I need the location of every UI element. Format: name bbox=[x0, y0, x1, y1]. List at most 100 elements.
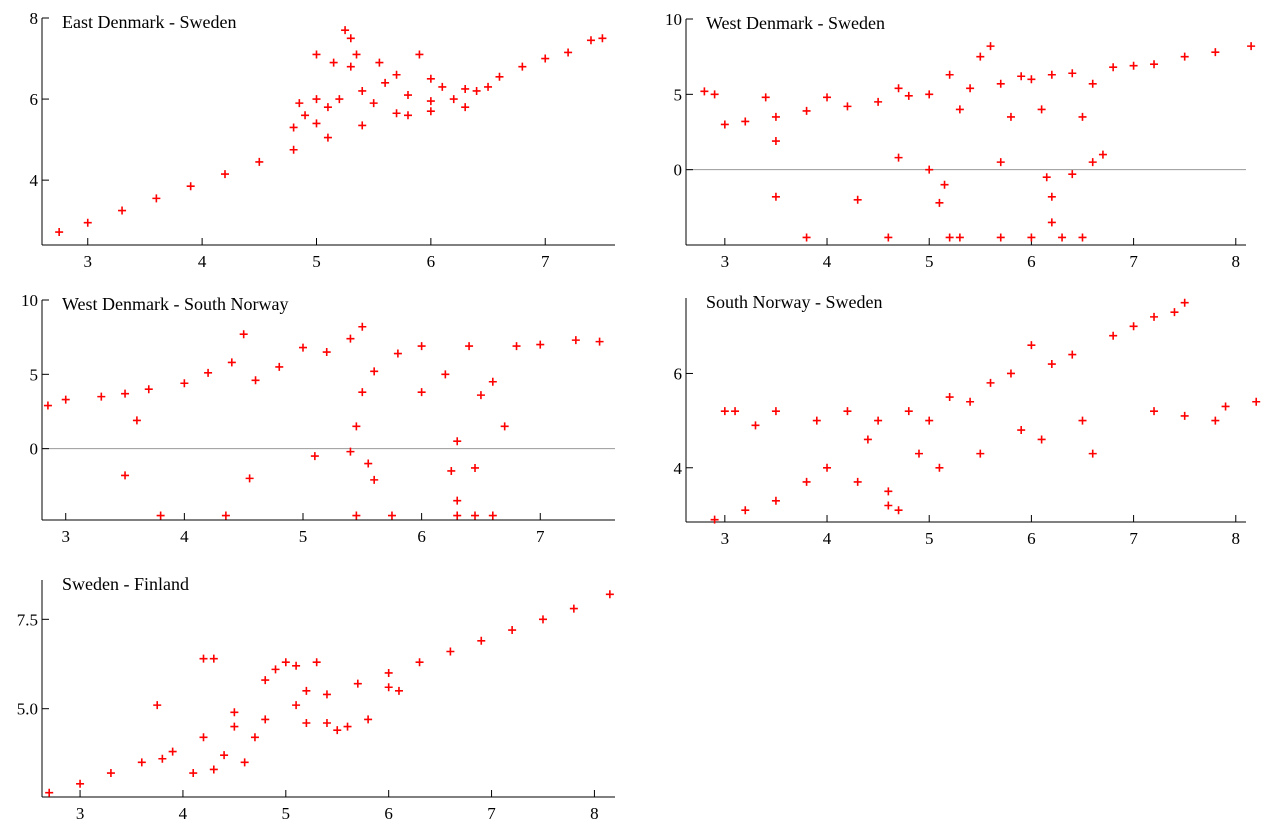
point bbox=[180, 379, 189, 388]
point bbox=[1078, 233, 1087, 242]
point bbox=[1047, 70, 1056, 79]
y-tick-label: 8 bbox=[30, 9, 39, 28]
point bbox=[295, 99, 304, 108]
point bbox=[415, 50, 424, 59]
point bbox=[488, 377, 497, 386]
point bbox=[250, 733, 259, 742]
point bbox=[358, 322, 367, 331]
chart-title: East Denmark - Sweden bbox=[62, 12, 236, 32]
point bbox=[1037, 435, 1046, 444]
point bbox=[761, 93, 770, 102]
point bbox=[289, 123, 298, 132]
point bbox=[1109, 63, 1118, 72]
point bbox=[323, 133, 332, 142]
point bbox=[894, 153, 903, 162]
point bbox=[812, 416, 821, 425]
point bbox=[453, 496, 462, 505]
point bbox=[1027, 341, 1036, 350]
x-tick-label: 6 bbox=[1027, 529, 1036, 548]
x-tick-label: 5 bbox=[299, 527, 308, 546]
point bbox=[955, 233, 964, 242]
point bbox=[853, 195, 862, 204]
point bbox=[751, 421, 760, 430]
point bbox=[392, 70, 401, 79]
point bbox=[710, 90, 719, 99]
point bbox=[955, 105, 964, 114]
point bbox=[598, 34, 607, 43]
point bbox=[1098, 150, 1107, 159]
point bbox=[976, 449, 985, 458]
point bbox=[996, 79, 1005, 88]
point bbox=[1170, 308, 1179, 317]
point bbox=[370, 475, 379, 484]
point bbox=[472, 86, 481, 95]
x-tick-label: 6 bbox=[384, 804, 393, 823]
point bbox=[329, 58, 338, 67]
point bbox=[393, 349, 402, 358]
point bbox=[1017, 426, 1026, 435]
point bbox=[417, 388, 426, 397]
point bbox=[843, 102, 852, 111]
point bbox=[199, 654, 208, 663]
point bbox=[904, 91, 913, 100]
point bbox=[1109, 331, 1118, 340]
point bbox=[884, 233, 893, 242]
point bbox=[945, 70, 954, 79]
point bbox=[1068, 170, 1077, 179]
point bbox=[335, 95, 344, 104]
point bbox=[364, 715, 373, 724]
point bbox=[518, 62, 527, 71]
chart-title: South Norway - Sweden bbox=[706, 292, 882, 312]
point bbox=[488, 511, 497, 520]
point bbox=[153, 701, 162, 710]
point bbox=[569, 604, 578, 613]
point bbox=[358, 86, 367, 95]
point bbox=[461, 84, 470, 93]
point bbox=[352, 50, 361, 59]
point bbox=[370, 367, 379, 376]
point bbox=[346, 334, 355, 343]
y-tick-label: 5 bbox=[674, 85, 683, 104]
point bbox=[986, 378, 995, 387]
point bbox=[1047, 192, 1056, 201]
point bbox=[158, 754, 167, 763]
point bbox=[426, 74, 435, 83]
point bbox=[874, 97, 883, 106]
point bbox=[220, 170, 229, 179]
point bbox=[996, 158, 1005, 167]
point bbox=[874, 416, 883, 425]
point bbox=[925, 416, 934, 425]
x-tick-label: 7 bbox=[1129, 529, 1138, 548]
point bbox=[700, 87, 709, 96]
point bbox=[935, 198, 944, 207]
x-tick-label: 8 bbox=[590, 804, 599, 823]
point bbox=[403, 91, 412, 100]
point bbox=[76, 779, 85, 788]
point bbox=[1150, 60, 1159, 69]
point bbox=[894, 84, 903, 93]
point bbox=[1078, 416, 1087, 425]
y-tick-label: 5.0 bbox=[17, 700, 38, 719]
point bbox=[132, 416, 141, 425]
point bbox=[884, 501, 893, 510]
point bbox=[802, 106, 811, 115]
point bbox=[61, 395, 70, 404]
point bbox=[935, 463, 944, 472]
point bbox=[465, 342, 474, 351]
point bbox=[312, 95, 321, 104]
point bbox=[863, 435, 872, 444]
y-tick-label: 0 bbox=[30, 440, 39, 459]
point bbox=[364, 459, 373, 468]
point bbox=[484, 82, 493, 91]
point bbox=[940, 180, 949, 189]
x-tick-label: 7 bbox=[541, 252, 550, 271]
point bbox=[1088, 158, 1097, 167]
point bbox=[353, 679, 362, 688]
point bbox=[1247, 42, 1256, 51]
point bbox=[538, 615, 547, 624]
point bbox=[605, 590, 614, 599]
point bbox=[121, 389, 130, 398]
point bbox=[453, 511, 462, 520]
point bbox=[1037, 105, 1046, 114]
